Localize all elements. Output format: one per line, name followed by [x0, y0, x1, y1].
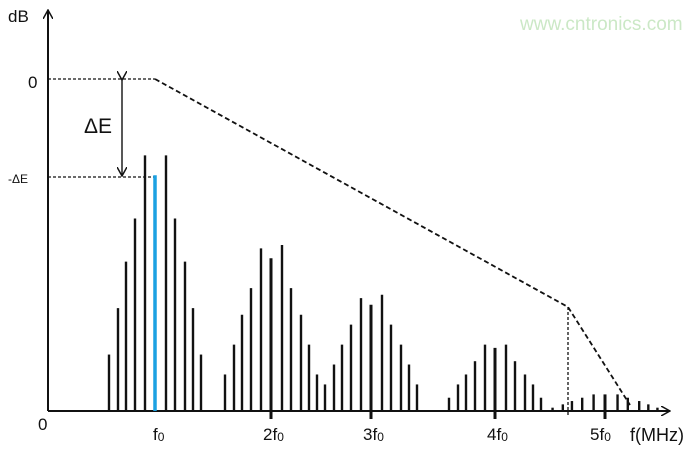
y-axis-label: dB	[8, 7, 29, 26]
spectral-lines	[107, 155, 659, 419]
x-unit-label: f(MHz)	[630, 425, 684, 445]
harmonic-label: 3f0	[363, 425, 384, 444]
harmonic-label: f0	[153, 425, 165, 444]
origin-label: 0	[38, 415, 47, 434]
harmonic-label: 4f0	[487, 425, 508, 444]
harmonic-label: 5f0	[590, 425, 611, 444]
watermark: www.cntronics.com	[519, 14, 683, 35]
harmonic-labels: f0 2f0 3f0 4f0 5f0	[153, 425, 611, 444]
y-zero-label: 0	[28, 73, 37, 92]
minus-delta-e-label: -ΔE	[8, 172, 28, 186]
envelope-line	[154, 78, 631, 406]
harmonic-label: 2f0	[263, 425, 284, 444]
delta-e-label: ΔE	[84, 115, 112, 138]
